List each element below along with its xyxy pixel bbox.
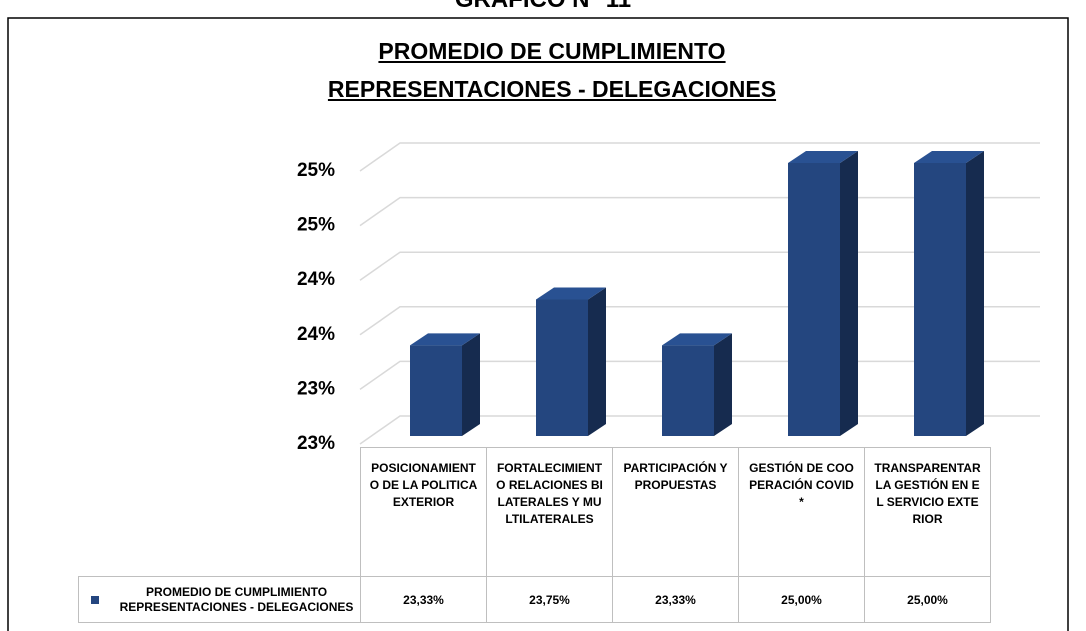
bar <box>914 163 966 436</box>
header: GRÁFICO N° 11 <box>0 0 1086 14</box>
bar-top <box>536 287 606 300</box>
bar <box>788 163 840 436</box>
category-label: PARTICIPACIÓN Y PROPUESTAS <box>612 447 739 577</box>
y-tick-label: 23% <box>297 378 335 399</box>
bar-side <box>840 151 858 436</box>
value-label: 25,00% <box>738 576 865 623</box>
legend-swatch <box>91 595 99 604</box>
bar-side <box>462 333 480 436</box>
y-tick-label: 24% <box>297 324 335 345</box>
y-tick-label: 24% <box>297 269 335 290</box>
bar <box>536 299 588 436</box>
y-tick-label: 25% <box>297 160 335 181</box>
y-tick-label: 23% <box>297 433 335 454</box>
bar-side <box>966 151 984 436</box>
bar-top <box>410 333 480 346</box>
bar-top <box>662 333 732 346</box>
category-label: POSICIONAMIENTO DE LA POLITICA EXTERIOR <box>360 447 487 577</box>
table-legend-cell: PROMEDIO DE CUMPLIMIENTO REPRESENTACIONE… <box>78 576 361 623</box>
y-tick-label: 25% <box>297 215 335 236</box>
value-label: 23,75% <box>486 576 613 623</box>
chart-border <box>7 17 1069 631</box>
bar-side <box>588 287 606 436</box>
value-label: 23,33% <box>612 576 739 623</box>
value-label: 23,33% <box>360 576 487 623</box>
category-label: TRANSPARENTAR LA GESTIÓN EN EL SERVICIO … <box>864 447 991 577</box>
bar-top <box>788 151 858 163</box>
bar <box>662 345 714 436</box>
legend-label: PROMEDIO DE CUMPLIMIENTO REPRESENTACIONE… <box>119 584 354 614</box>
bar <box>410 345 462 436</box>
bar-side <box>714 333 732 436</box>
bar-top <box>914 151 984 163</box>
category-label: GESTIÓN DE COOPERACIÓN COVID* <box>738 447 865 577</box>
chart-title: PROMEDIO DE CUMPLIMIENTO REPRESENTACIONE… <box>327 38 777 102</box>
value-label: 25,00% <box>864 576 991 623</box>
grid-line <box>359 142 1040 172</box>
category-label: FORTALECIMIENTO RELACIONES BILATERALES Y… <box>486 447 613 577</box>
